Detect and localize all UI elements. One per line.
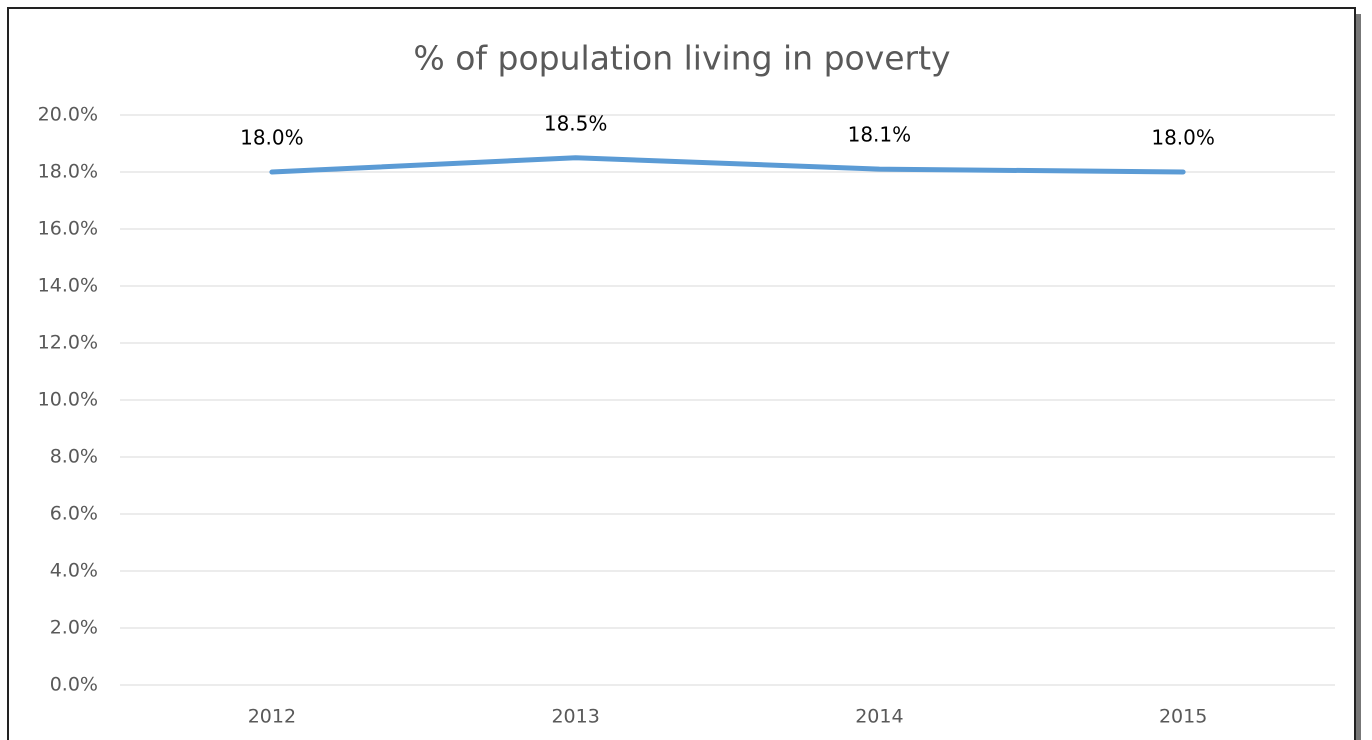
y-tick-label: 18.0% <box>38 161 98 183</box>
x-tick-label: 2012 <box>248 706 296 728</box>
frame <box>7 7 1356 740</box>
y-tick-label: 0.0% <box>50 674 98 696</box>
y-tick-label: 4.0% <box>50 560 98 582</box>
y-tick-label: 20.0% <box>38 104 98 126</box>
y-tick-label: 10.0% <box>38 389 98 411</box>
x-tick-label: 2015 <box>1159 706 1207 728</box>
y-tick-label: 16.0% <box>38 218 98 240</box>
data-label: 18.0% <box>1151 126 1215 150</box>
y-tick-label: 14.0% <box>38 275 98 297</box>
data-line <box>269 155 1186 175</box>
y-tick-label: 2.0% <box>50 617 98 639</box>
x-tick-label: 2014 <box>855 706 903 728</box>
x-tick-label: 2013 <box>551 706 599 728</box>
chart-title: % of population living in poverty <box>413 39 950 78</box>
y-tick-label: 8.0% <box>50 446 98 468</box>
y-tick-label: 6.0% <box>50 503 98 525</box>
y-tick-label: 12.0% <box>38 332 98 354</box>
data-label: 18.0% <box>240 126 304 150</box>
data-label: 18.5% <box>544 111 608 135</box>
data-label: 18.1% <box>848 123 912 147</box>
